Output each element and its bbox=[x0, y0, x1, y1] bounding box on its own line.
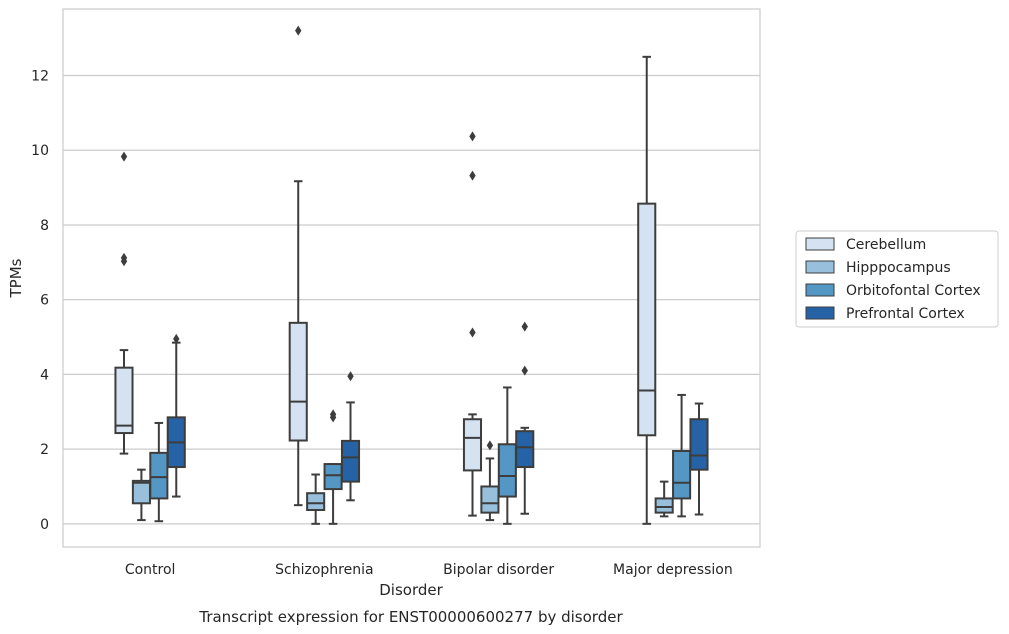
legend: Cerebellum Hipppocampus Orbitofontal Corte… bbox=[795, 230, 999, 328]
box bbox=[462, 418, 483, 472]
legend-swatch bbox=[805, 237, 835, 251]
box bbox=[654, 497, 674, 514]
box bbox=[131, 479, 151, 505]
box bbox=[306, 492, 326, 512]
box-series bbox=[114, 25, 709, 525]
y-tick-label: 2 bbox=[40, 442, 49, 458]
y-axis-title: TPMs bbox=[7, 258, 25, 298]
y-tick-label: 8 bbox=[40, 218, 49, 234]
box bbox=[689, 418, 709, 471]
y-tick-label: 12 bbox=[31, 69, 49, 85]
box bbox=[323, 463, 343, 491]
outlier-point bbox=[329, 412, 337, 423]
series-hipppocampus bbox=[131, 440, 674, 525]
box bbox=[515, 430, 535, 469]
y-tick-label: 6 bbox=[40, 293, 49, 309]
x-tick-label: Major depression bbox=[613, 562, 733, 578]
legend-label: Prefrontal Cortex bbox=[846, 306, 965, 322]
legend-label: Cerebellum bbox=[846, 237, 926, 253]
chart-caption: Transcript expression for ENST0000060027… bbox=[198, 608, 623, 626]
outlier-point bbox=[120, 151, 128, 162]
box bbox=[637, 202, 657, 437]
x-tick-label: Bipolar disorder bbox=[443, 562, 554, 578]
x-tick-label: Control bbox=[125, 562, 176, 578]
outlier-point bbox=[120, 256, 128, 267]
series-prefrontal-cortex bbox=[166, 321, 709, 516]
y-tick-labels: 0 2 4 6 8 10 12 bbox=[31, 69, 49, 533]
y-tick-label: 0 bbox=[40, 517, 49, 533]
outlier-point bbox=[521, 365, 528, 376]
legend-label: Orbitofontal Cortex bbox=[846, 283, 981, 299]
outlier-point bbox=[469, 327, 476, 338]
legend-frame bbox=[795, 230, 999, 328]
outlier-point bbox=[521, 321, 528, 332]
legend-swatch bbox=[805, 260, 835, 274]
box bbox=[672, 449, 692, 500]
box bbox=[497, 443, 517, 498]
series-orbitofontal-cortex bbox=[149, 386, 692, 525]
box bbox=[340, 439, 361, 483]
plot-frame bbox=[62, 8, 761, 548]
outlier-point bbox=[486, 440, 494, 451]
x-axis-title: Disorder bbox=[379, 581, 443, 599]
box bbox=[149, 451, 169, 500]
legend-swatch bbox=[805, 283, 835, 297]
x-tick-labels: Control Schizophrenia Bipolar disorder Majo… bbox=[125, 562, 733, 578]
outlier-point bbox=[469, 131, 476, 142]
y-tick-label: 10 bbox=[31, 143, 49, 159]
y-tick-label: 4 bbox=[40, 367, 49, 383]
legend-label: Hipppocampus bbox=[846, 260, 951, 276]
box bbox=[480, 485, 500, 514]
outlier-point bbox=[173, 333, 180, 344]
x-tick-label: Schizophrenia bbox=[275, 562, 373, 578]
outlier-point bbox=[469, 170, 476, 181]
legend-swatch bbox=[805, 306, 835, 320]
outlier-point bbox=[347, 371, 354, 382]
series-cerebellum bbox=[114, 25, 657, 525]
box bbox=[114, 366, 134, 435]
box bbox=[288, 321, 308, 442]
outlier-point bbox=[295, 25, 302, 36]
